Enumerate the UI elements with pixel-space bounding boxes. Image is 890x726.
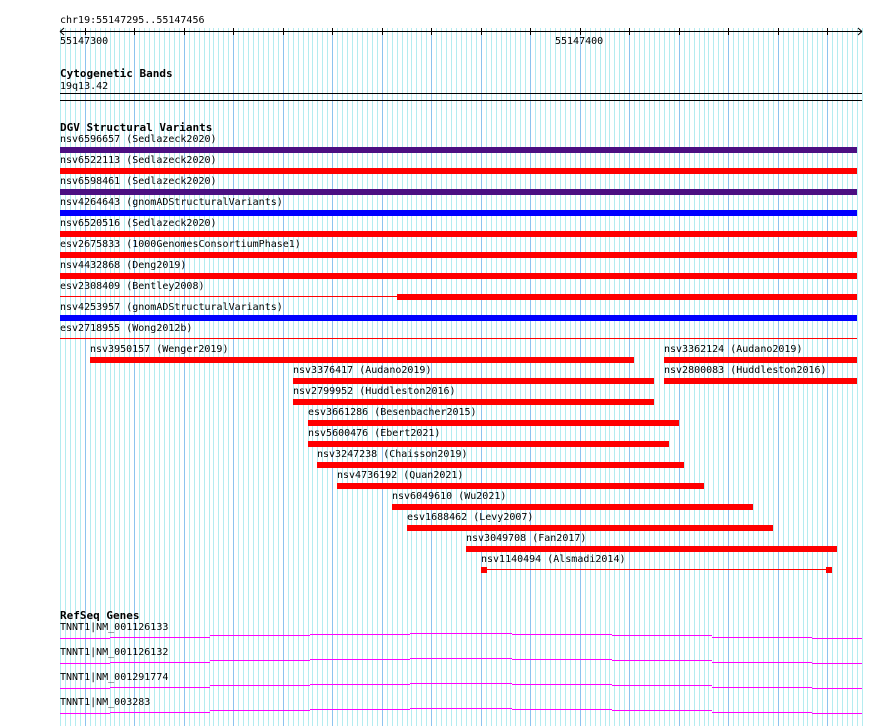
sv-label: nsv1140494 (Alsmadi2014) (481, 554, 626, 565)
sv-bar[interactable] (308, 420, 679, 426)
sv-label: esv2675833 (1000GenomesConsortiumPhase1) (60, 239, 301, 250)
sv-bar[interactable] (60, 315, 857, 321)
cytoband-track-title[interactable]: Cytogenetic Bands (60, 67, 173, 80)
sv-bar[interactable] (60, 147, 857, 153)
ruler-arrow-right-icon (857, 27, 863, 32)
cytoband-label: 19q13.42 (60, 81, 109, 92)
ruler-arrow-left-icon (59, 27, 65, 32)
ruler-label-2: 55147400 (555, 36, 604, 47)
sv-label: nsv6598461 (Sedlazeck2020) (60, 176, 217, 187)
sv-bar[interactable] (392, 504, 753, 510)
sv-label: nsv3362124 (Audano2019) (664, 344, 803, 355)
sv-label: nsv3376417 (Audano2019) (293, 365, 432, 376)
gene-label[interactable]: TNNT1|NM_001126133 (60, 622, 169, 633)
sv-label: nsv3950157 (Wenger2019) (90, 344, 229, 355)
sv-bar[interactable] (664, 357, 857, 363)
sv-label: nsv5600476 (Ebert2021) (308, 428, 441, 439)
sv-bar[interactable] (466, 546, 837, 552)
sv-label: nsv4264643 (gnomADStructuralVariants) (60, 197, 283, 208)
sv-bar[interactable] (293, 378, 654, 384)
sv-bar[interactable] (60, 273, 857, 279)
sv-line[interactable] (60, 296, 397, 297)
refseq-track-title[interactable]: RefSeq Genes (60, 609, 140, 622)
sv-bar[interactable] (407, 525, 773, 531)
sv-block[interactable] (826, 567, 832, 573)
ruler-arrow-right-icon (857, 31, 863, 36)
sv-line[interactable] (481, 569, 832, 570)
sv-label: nsv4253957 (gnomADStructuralVariants) (60, 302, 283, 313)
sv-bar[interactable] (293, 399, 654, 405)
gene-label[interactable]: TNNT1|NM_001126132 (60, 647, 169, 658)
sv-bar[interactable] (308, 441, 669, 447)
gene-label[interactable]: TNNT1|NM_001291774 (60, 672, 169, 683)
sv-label: nsv2799952 (Huddleston2016) (293, 386, 456, 397)
ruler-label-1: 55147300 (60, 36, 109, 47)
region-label: chr19:55147295..55147456 (60, 15, 205, 26)
sv-label: nsv6520516 (Sedlazeck2020) (60, 218, 217, 229)
sv-label: esv2308409 (Bentley2008) (60, 281, 205, 292)
sv-bar[interactable] (60, 189, 857, 195)
sv-label: nsv3049708 (Fan2017) (466, 533, 587, 544)
sv-label: esv3661286 (Besenbacher2015) (308, 407, 477, 418)
sv-bar[interactable] (664, 378, 857, 384)
sv-label: nsv6049610 (Wu2021) (392, 491, 507, 502)
sv-bar[interactable] (60, 231, 857, 237)
sv-label: nsv6596657 (Sedlazeck2020) (60, 134, 217, 145)
ruler-arrow-left-icon (59, 31, 65, 36)
sv-label: esv2718955 (Wong2012b) (60, 323, 193, 334)
sv-bar[interactable] (90, 357, 634, 363)
sv-bar[interactable] (317, 462, 684, 468)
sv-label: nsv2800083 (Huddleston2016) (664, 365, 827, 376)
sv-label: nsv6522113 (Sedlazeck2020) (60, 155, 217, 166)
sv-bar[interactable] (60, 168, 857, 174)
gene-label[interactable]: TNNT1|NM_003283 (60, 697, 151, 708)
sv-label: nsv3247238 (Chaisson2019) (317, 449, 468, 460)
sv-label: nsv4736192 (Quan2021) (337, 470, 464, 481)
sv-label: nsv4432868 (Deng2019) (60, 260, 187, 271)
sv-bar[interactable] (337, 483, 704, 489)
sv-bar[interactable] (60, 210, 857, 216)
sv-bar[interactable] (397, 294, 857, 300)
sv-bar[interactable] (60, 252, 857, 258)
sv-block[interactable] (481, 567, 487, 573)
dgv-track-title[interactable]: DGV Structural Variants (60, 121, 213, 134)
sv-label: esv1688462 (Levy2007) (407, 512, 534, 523)
sv-line[interactable] (60, 338, 857, 339)
